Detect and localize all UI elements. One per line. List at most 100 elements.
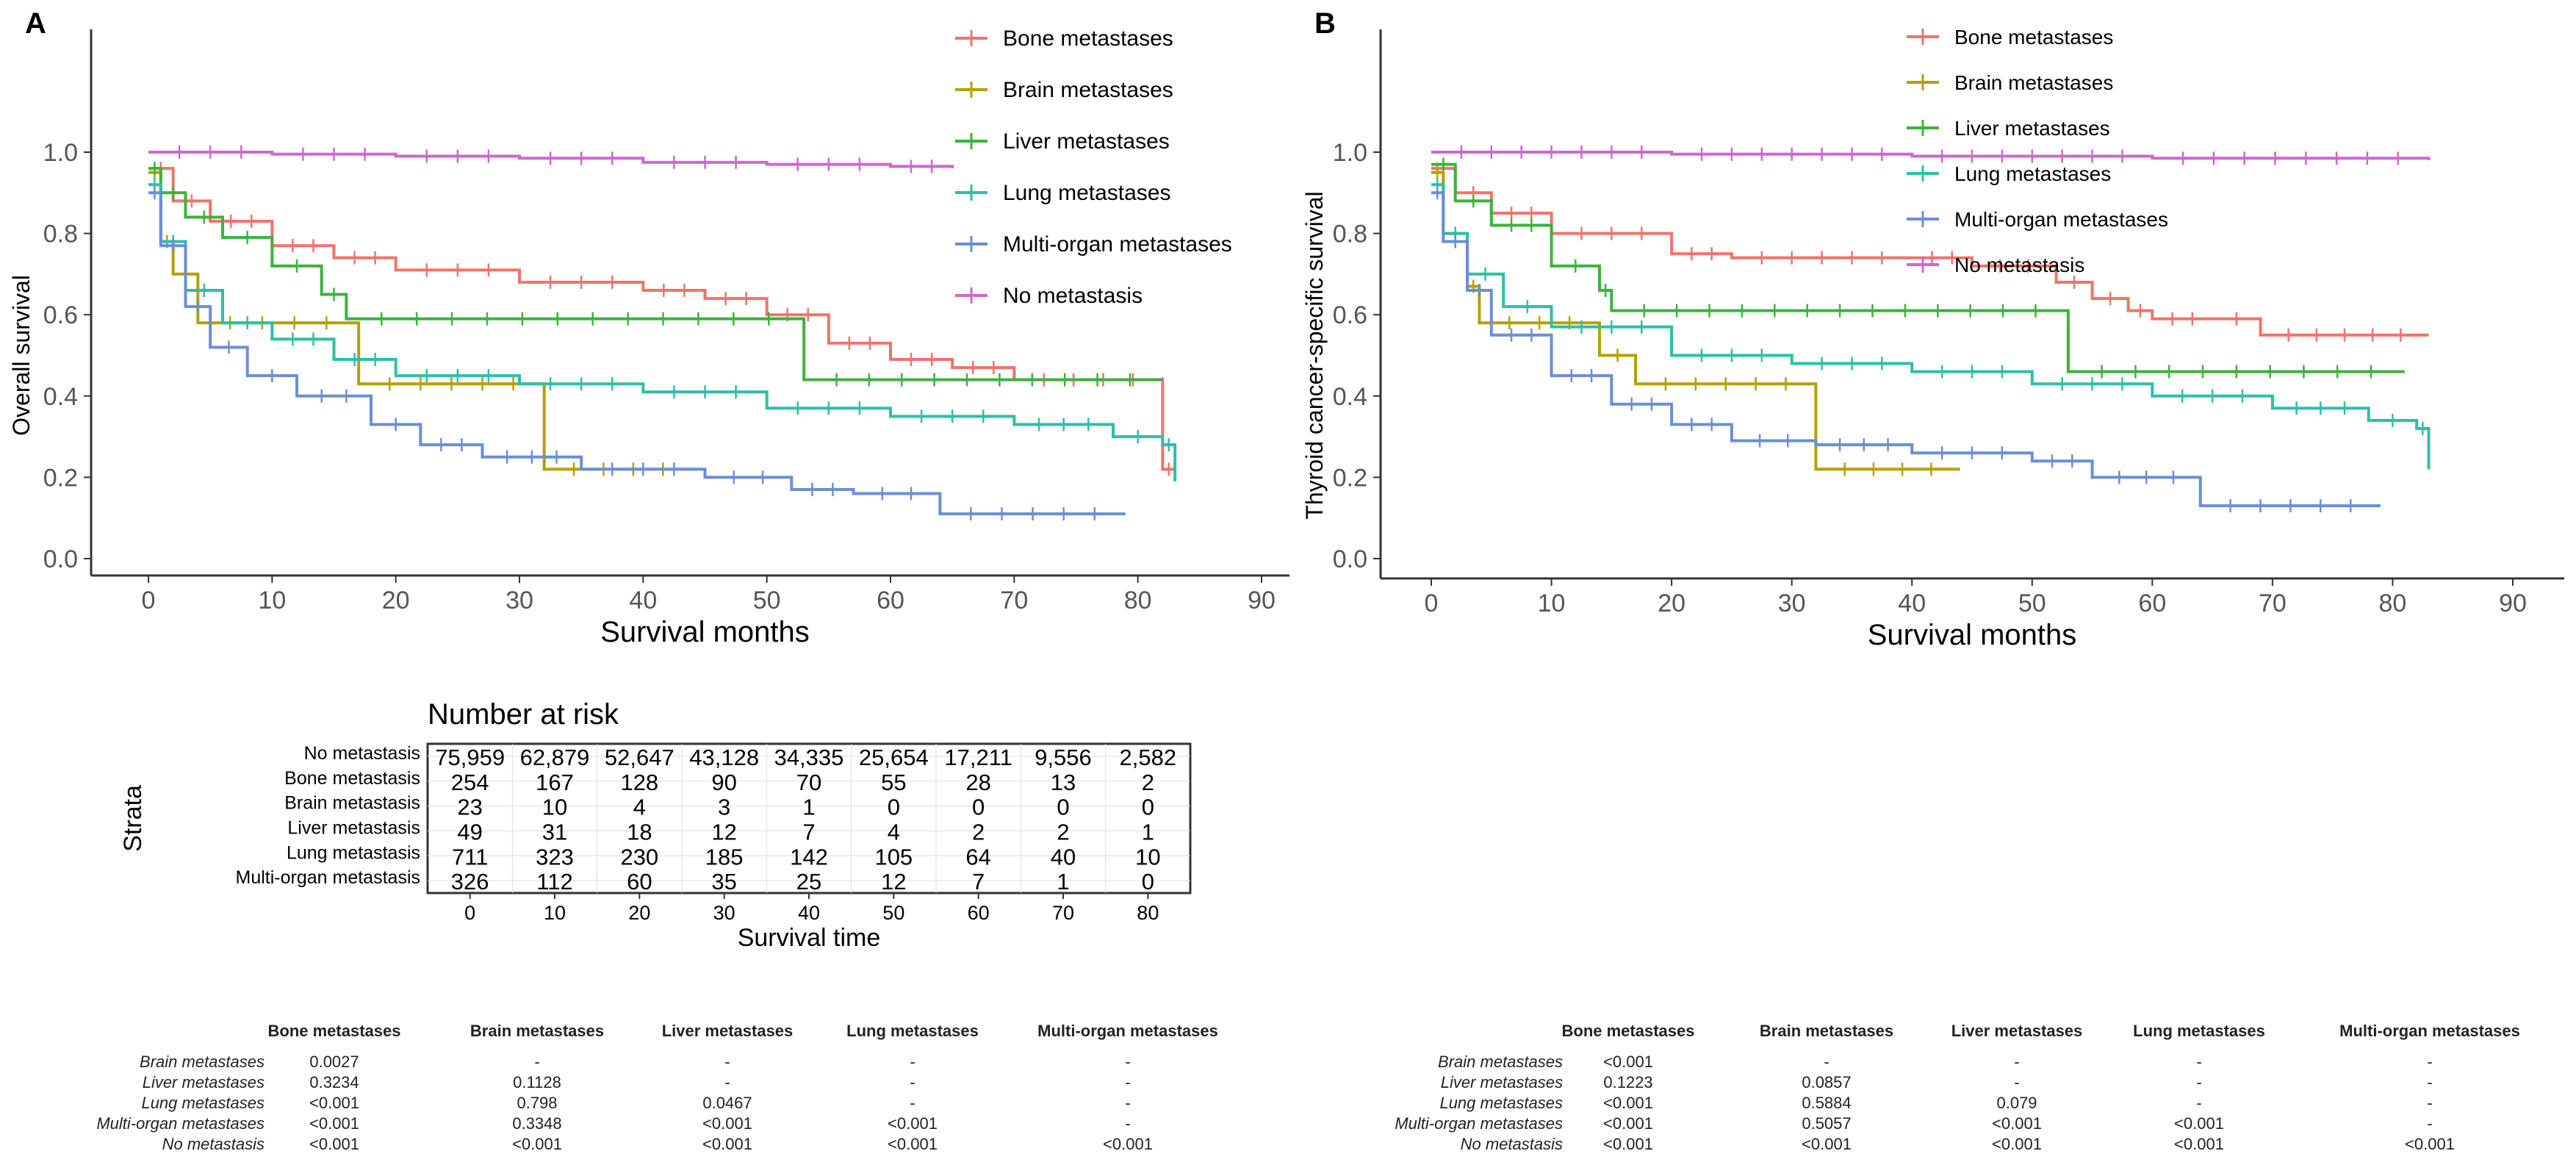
y-tick-label: 0.8	[1333, 220, 1367, 248]
legend-label: Multi-organ metastases	[1954, 208, 2168, 231]
risk-count: 142	[790, 844, 828, 870]
risk-count: 2	[1142, 770, 1154, 795]
p-value: -	[724, 1073, 730, 1091]
risk-count: 12	[881, 869, 906, 894]
p-value: <0.001	[1603, 1114, 1653, 1133]
series-bone-metastases	[1431, 162, 2429, 342]
risk-count: 0	[1142, 869, 1154, 894]
survival-curve	[1431, 191, 2381, 508]
km-panel-b: B 0 10 20 30 40 50 60 70 80 90 0.0 0.2 0.4 0.6 0.8 1.0 Su…	[1301, 7, 2564, 651]
x-tick-label: 20	[628, 902, 650, 924]
x-tick-label: 40	[1898, 589, 1926, 617]
p-value: -	[2196, 1053, 2202, 1071]
row-label: Lung metastases	[1439, 1094, 1563, 1112]
p-value: <0.001	[888, 1114, 938, 1133]
risk-count: 7	[802, 819, 815, 845]
p-value: 0.5884	[1802, 1094, 1852, 1112]
legend-label: Brain metastases	[1954, 71, 2113, 94]
p-value: -	[1824, 1053, 1830, 1071]
x-tick-label: 20	[1658, 589, 1685, 617]
risk-count: 7	[972, 869, 985, 894]
x-tick-label: 70	[2259, 589, 2287, 617]
p-value: <0.001	[309, 1114, 359, 1133]
p-value: -	[2014, 1053, 2020, 1071]
column-header: Bone metastases	[267, 1022, 401, 1040]
p-value: -	[2196, 1073, 2202, 1091]
risk-count: 55	[881, 770, 906, 795]
km-panel-a: A 0 10 20 30 40 50 60 70 80 90 0.0 0.2 0.4 0.6 0.8 1.0 Su…	[8, 7, 1289, 648]
legend-label: Bone metastases	[1954, 26, 2113, 49]
risk-table-title: Number at risk	[428, 698, 619, 731]
row-label: No metastasis	[1460, 1135, 1563, 1153]
p-value: <0.001	[309, 1135, 359, 1153]
risk-count: 0	[1057, 795, 1069, 820]
risk-count: 43,128	[689, 745, 759, 770]
legend-label: No metastasis	[1954, 254, 2084, 276]
y-tick-label: 0.0	[1333, 545, 1367, 573]
p-value: <0.001	[2174, 1135, 2224, 1153]
risk-count: 254	[451, 770, 489, 795]
survival-curve	[148, 183, 1177, 481]
p-value: -	[2427, 1053, 2433, 1071]
column-header: Lung metastases	[846, 1022, 979, 1040]
p-value: 0.3348	[512, 1114, 562, 1133]
p-value: 0.3234	[309, 1073, 359, 1091]
p-value: <0.001	[1802, 1135, 1852, 1153]
x-tick-label: 10	[544, 902, 566, 924]
p-value: -	[1125, 1114, 1131, 1133]
y-tick-label: 0.2	[43, 464, 78, 492]
risk-count: 13	[1051, 770, 1076, 795]
p-value: -	[2427, 1094, 2433, 1112]
strata-label: No metastasis	[304, 743, 420, 764]
legend-label: Lung metastases	[1954, 162, 2111, 185]
risk-count: 70	[796, 770, 821, 795]
survival-curve	[148, 167, 1176, 471]
x-tick-label: 40	[798, 902, 820, 924]
risk-count: 4	[888, 819, 900, 845]
p-value: -	[910, 1053, 915, 1071]
p-value: -	[2427, 1073, 2433, 1091]
p-value: -	[2196, 1094, 2202, 1112]
risk-count: 90	[711, 770, 736, 795]
p-value: <0.001	[1992, 1135, 2042, 1153]
p-value: <0.001	[702, 1135, 752, 1153]
risk-count: 4	[633, 795, 646, 820]
p-value: 0.1128	[513, 1073, 561, 1091]
x-tick-label: 80	[2379, 589, 2407, 617]
y-axis-title: Strata	[119, 785, 147, 852]
x-axis-title: Survival time	[738, 924, 881, 952]
survival-curve	[1431, 162, 2405, 373]
strata-label: Brain metastasis	[284, 793, 420, 814]
survival-curve	[148, 151, 954, 169]
risk-count: 0	[888, 795, 900, 820]
legend-label: Liver metastases	[1003, 129, 1170, 154]
legend-label: No metastasis	[1003, 284, 1143, 308]
panel-letter: B	[1314, 7, 1336, 40]
risk-count: 711	[452, 844, 488, 870]
strata-label: Multi-organ metastasis	[236, 867, 420, 888]
x-tick-label: 80	[1124, 587, 1152, 614]
p-value: <0.001	[1992, 1114, 2042, 1133]
column-header: Liver metastases	[1951, 1022, 2083, 1040]
risk-count: 1	[1142, 819, 1154, 845]
p-value: 0.0027	[309, 1053, 359, 1071]
y-tick-label: 0.4	[1333, 383, 1367, 411]
risk-count: 2,582	[1120, 745, 1177, 770]
x-tick-label: 60	[2138, 589, 2166, 617]
row-label: Multi-organ metastases	[1395, 1114, 1563, 1133]
p-value: -	[1125, 1073, 1131, 1091]
series-no-metastasis	[148, 146, 954, 173]
risk-count: 31	[542, 819, 567, 845]
x-tick-label: 30	[1778, 589, 1806, 617]
x-tick-label: 0	[142, 587, 156, 614]
risk-count: 23	[457, 795, 482, 820]
risk-count: 49	[457, 819, 482, 845]
row-label: Brain metastases	[1438, 1053, 1563, 1071]
row-label: Liver metastases	[1440, 1073, 1563, 1091]
survival-curve	[1431, 167, 2429, 337]
row-label: No metastasis	[162, 1135, 265, 1153]
p-value: -	[2427, 1114, 2433, 1133]
y-axis-title: Thyroid cancer-specific survival	[1301, 191, 1328, 519]
legend-label: Bone metastases	[1003, 26, 1173, 51]
x-tick-label: 0	[1425, 589, 1439, 617]
